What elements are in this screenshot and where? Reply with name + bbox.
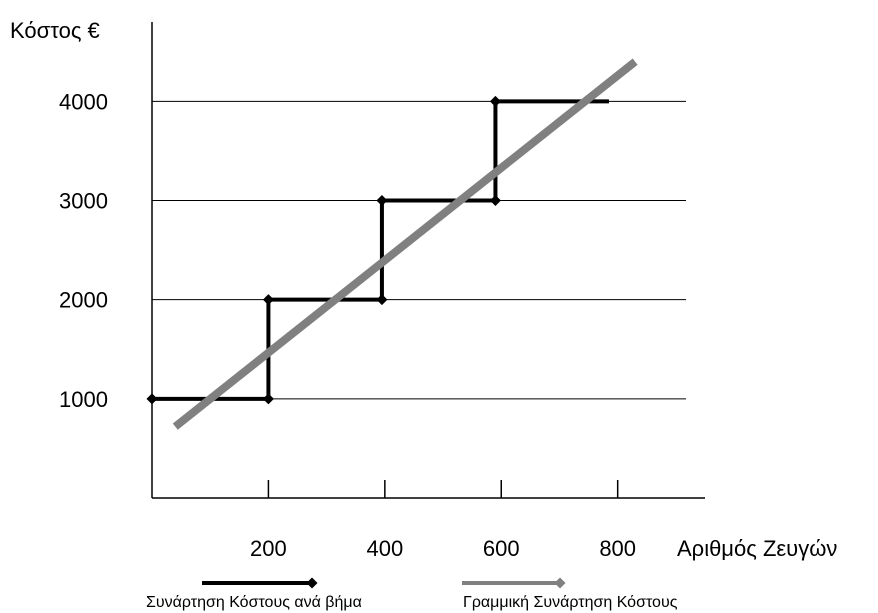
- legend-step: Συνάρτηση Κόστους ανά βήμα: [146, 577, 362, 611]
- axes: [151, 22, 705, 499]
- legend-linear: Γραμμική Συνάρτηση Κόστους: [462, 577, 678, 611]
- legend-label: Συνάρτηση Κόστους ανά βήμα: [146, 594, 362, 611]
- y-axis-title: Κόστος €: [10, 18, 100, 43]
- step-cost-marker: [376, 294, 388, 306]
- x-tick-label: 200: [250, 536, 287, 561]
- legend-label: Γραμμική Συνάρτηση Κόστους: [463, 594, 678, 611]
- gridlines: [152, 100, 686, 400]
- series-group: [146, 58, 638, 430]
- step-cost-marker: [489, 195, 501, 206]
- y-tick-label: 2000: [59, 288, 108, 313]
- step-cost-marker: [376, 195, 388, 206]
- step-cost-marker: [489, 95, 501, 107]
- x-tick-labels: 200 400 600 800: [250, 536, 636, 561]
- x-axis-title: Αριθμός Ζευγών: [677, 536, 837, 561]
- step-cost-marker: [262, 294, 274, 306]
- tick-marks: [267, 480, 619, 498]
- y-tick-label: 3000: [59, 189, 108, 214]
- legend: Συνάρτηση Κόστους ανά βήμα Γραμμική Συνάρ…: [146, 577, 678, 611]
- step-cost-marker: [262, 393, 274, 405]
- legend-swatch-marker: [306, 577, 318, 589]
- x-tick-label: 600: [483, 536, 520, 561]
- x-tick-label: 800: [599, 536, 636, 561]
- y-tick-labels: 1000 2000 3000 4000: [59, 89, 108, 412]
- x-tick-label: 400: [366, 536, 403, 561]
- y-tick-label: 1000: [59, 387, 108, 412]
- step-cost-marker: [146, 393, 158, 405]
- y-tick-label: 4000: [59, 89, 108, 114]
- linear-cost-line: [172, 58, 638, 430]
- step-cost-line: [152, 99, 609, 401]
- legend-swatch-marker: [554, 577, 566, 589]
